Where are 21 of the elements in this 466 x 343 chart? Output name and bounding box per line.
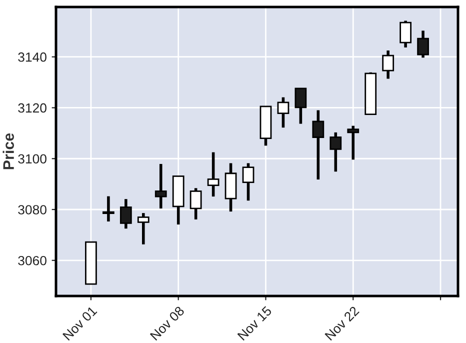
x-tick-label: Nov 15 bbox=[237, 306, 272, 341]
candlestick bbox=[137, 212, 150, 246]
y-tick-label: 3120 bbox=[18, 103, 46, 113]
x-tick-label: Nov 22 bbox=[324, 306, 360, 341]
candlestick bbox=[312, 108, 324, 181]
y-tick-label: 3140 bbox=[18, 52, 46, 62]
candlestick bbox=[242, 162, 254, 202]
y-tick-label: 3080 bbox=[18, 205, 46, 214]
candlestick bbox=[120, 198, 132, 230]
candlestick bbox=[330, 131, 342, 173]
y-tick-label: 3060 bbox=[18, 256, 46, 266]
y-axis-title: Price bbox=[2, 133, 14, 170]
y-tick-label: 3100 bbox=[18, 154, 46, 164]
candlestick bbox=[347, 124, 360, 162]
candlestick bbox=[400, 19, 412, 49]
candlestick bbox=[417, 29, 429, 60]
x-tick-label: Nov 01 bbox=[62, 306, 98, 341]
candlestick bbox=[102, 194, 114, 223]
x-tick-label: Nov 08 bbox=[150, 306, 185, 341]
candlestick bbox=[294, 87, 307, 126]
candlestick bbox=[154, 162, 167, 210]
